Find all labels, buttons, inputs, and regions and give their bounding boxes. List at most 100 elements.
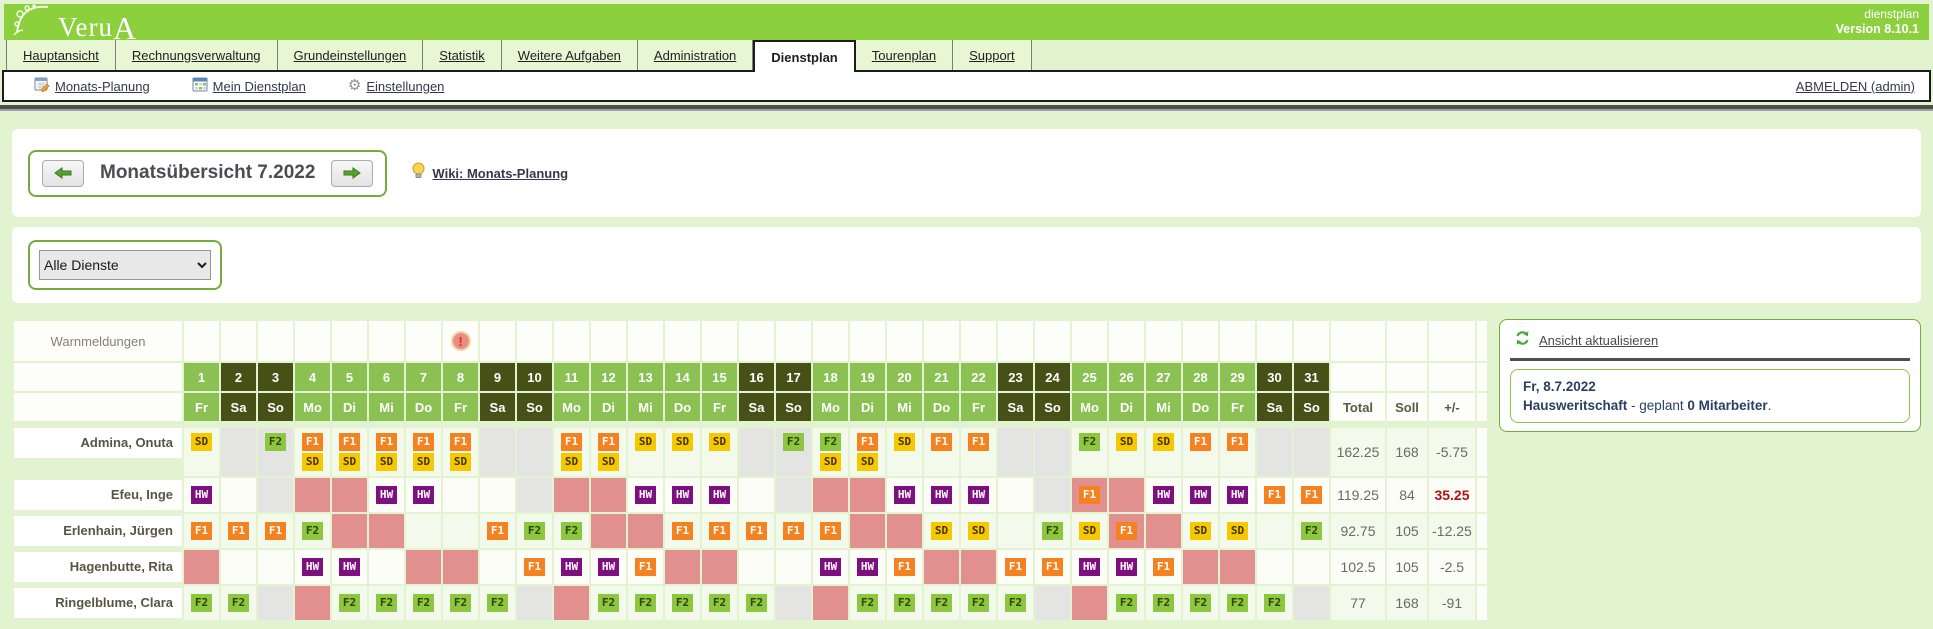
- shift-cell[interactable]: [1257, 428, 1292, 476]
- shift-cell[interactable]: [1294, 428, 1329, 476]
- shift-cell[interactable]: F1 SD: [369, 428, 404, 476]
- shift-cell[interactable]: SD: [184, 428, 219, 476]
- shift-cell[interactable]: HW: [554, 550, 589, 584]
- shift-cell[interactable]: HW: [1183, 478, 1218, 512]
- shift-cell[interactable]: [1035, 428, 1070, 476]
- shift-cell[interactable]: F1: [1220, 428, 1255, 476]
- shift-cell[interactable]: [702, 550, 737, 584]
- shift-cell[interactable]: HW: [332, 550, 367, 584]
- shift-cell[interactable]: [258, 550, 293, 584]
- shift-cell[interactable]: [739, 550, 774, 584]
- tab-hauptansicht[interactable]: Hauptansicht: [6, 40, 116, 70]
- shift-cell[interactable]: [221, 428, 256, 476]
- shift-cell[interactable]: F1: [924, 428, 959, 476]
- shift-cell[interactable]: [998, 428, 1033, 476]
- shift-cell[interactable]: F2: [924, 586, 959, 620]
- service-filter-select[interactable]: Alle Dienste: [39, 250, 211, 280]
- shift-cell[interactable]: [295, 478, 330, 512]
- shift-cell[interactable]: F1: [813, 514, 848, 548]
- shift-cell[interactable]: F1: [887, 550, 922, 584]
- refresh-link[interactable]: Ansicht aktualisieren: [1539, 333, 1659, 348]
- shift-cell[interactable]: HW: [813, 550, 848, 584]
- shift-cell[interactable]: HW: [702, 478, 737, 512]
- shift-cell[interactable]: HW: [369, 478, 404, 512]
- shift-cell[interactable]: F2: [554, 514, 589, 548]
- shift-cell[interactable]: F1: [1183, 428, 1218, 476]
- shift-cell[interactable]: F1: [1109, 514, 1144, 548]
- tab-dienstplan[interactable]: Dienstplan: [753, 40, 856, 72]
- shift-cell[interactable]: [1220, 550, 1255, 584]
- shift-cell[interactable]: SD: [961, 514, 996, 548]
- shift-cell[interactable]: F2: [665, 586, 700, 620]
- shift-cell[interactable]: [221, 550, 256, 584]
- shift-cell[interactable]: F2: [406, 586, 441, 620]
- shift-cell[interactable]: SD: [887, 428, 922, 476]
- shift-cell[interactable]: F2: [184, 586, 219, 620]
- shift-cell[interactable]: F1 SD: [850, 428, 885, 476]
- shift-cell[interactable]: F1 SD: [406, 428, 441, 476]
- tab-administration[interactable]: Administration: [637, 40, 754, 70]
- warning-icon[interactable]: !: [450, 331, 471, 351]
- tab-tourenplan[interactable]: Tourenplan: [855, 40, 954, 70]
- shift-cell[interactable]: HW: [850, 550, 885, 584]
- shift-cell[interactable]: [1035, 478, 1070, 512]
- shift-cell[interactable]: F1: [702, 514, 737, 548]
- shift-cell[interactable]: [813, 478, 848, 512]
- shift-cell[interactable]: [406, 550, 441, 584]
- shift-cell[interactable]: F1: [480, 514, 515, 548]
- shift-cell[interactable]: F2: [295, 514, 330, 548]
- shift-cell[interactable]: [1294, 586, 1329, 620]
- shift-cell[interactable]: [1072, 586, 1107, 620]
- shift-cell[interactable]: [1146, 514, 1181, 548]
- shift-cell[interactable]: F2: [443, 586, 478, 620]
- shift-cell[interactable]: F1: [1035, 550, 1070, 584]
- next-month-button[interactable]: [331, 159, 374, 187]
- shift-cell[interactable]: [443, 514, 478, 548]
- shift-cell[interactable]: [1294, 550, 1329, 584]
- shift-cell[interactable]: HW: [1146, 478, 1181, 512]
- shift-cell[interactable]: HW: [628, 478, 663, 512]
- toolbar-item-mein-dienstplan[interactable]: Mein Dienstplan: [192, 76, 306, 97]
- shift-cell[interactable]: [332, 478, 367, 512]
- shift-cell[interactable]: HW: [961, 478, 996, 512]
- tab-rechnungsverwaltung[interactable]: Rechnungsverwaltung: [115, 40, 278, 70]
- shift-cell[interactable]: [1257, 514, 1292, 548]
- shift-cell[interactable]: HW: [1072, 550, 1107, 584]
- shift-cell[interactable]: F2: [1109, 586, 1144, 620]
- shift-cell[interactable]: F1 SD: [591, 428, 626, 476]
- shift-cell[interactable]: SD: [665, 428, 700, 476]
- tab-statistik[interactable]: Statistik: [423, 40, 502, 70]
- shift-cell[interactable]: F2: [369, 586, 404, 620]
- shift-cell[interactable]: SD: [1109, 428, 1144, 476]
- shift-cell[interactable]: F1: [628, 550, 663, 584]
- shift-cell[interactable]: SD: [702, 428, 737, 476]
- shift-cell[interactable]: F2: [591, 586, 626, 620]
- shift-cell[interactable]: [813, 586, 848, 620]
- shift-cell[interactable]: [1257, 550, 1292, 584]
- shift-cell[interactable]: F1: [258, 514, 293, 548]
- tab-support[interactable]: Support: [953, 40, 1032, 70]
- shift-cell[interactable]: [480, 428, 515, 476]
- shift-cell[interactable]: [406, 514, 441, 548]
- shift-cell[interactable]: F2: [1035, 514, 1070, 548]
- shift-cell[interactable]: F2: [887, 586, 922, 620]
- shift-cell[interactable]: F2: [776, 428, 811, 476]
- shift-cell[interactable]: F2: [1294, 514, 1329, 548]
- shift-cell[interactable]: HW: [924, 478, 959, 512]
- shift-cell[interactable]: HW: [887, 478, 922, 512]
- shift-cell[interactable]: F2: [1072, 428, 1107, 476]
- shift-cell[interactable]: F1: [221, 514, 256, 548]
- shift-cell[interactable]: [554, 478, 589, 512]
- shift-cell[interactable]: F2: [1146, 586, 1181, 620]
- shift-cell[interactable]: [554, 586, 589, 620]
- shift-cell[interactable]: [776, 550, 811, 584]
- shift-cell[interactable]: [850, 514, 885, 548]
- shift-cell[interactable]: F1: [665, 514, 700, 548]
- shift-cell[interactable]: F2: [702, 586, 737, 620]
- shift-cell[interactable]: F2: [739, 586, 774, 620]
- shift-cell[interactable]: HW: [1220, 478, 1255, 512]
- shift-cell[interactable]: F1: [1072, 478, 1107, 512]
- shift-cell[interactable]: [998, 478, 1033, 512]
- shift-cell[interactable]: HW: [665, 478, 700, 512]
- shift-cell[interactable]: [739, 428, 774, 476]
